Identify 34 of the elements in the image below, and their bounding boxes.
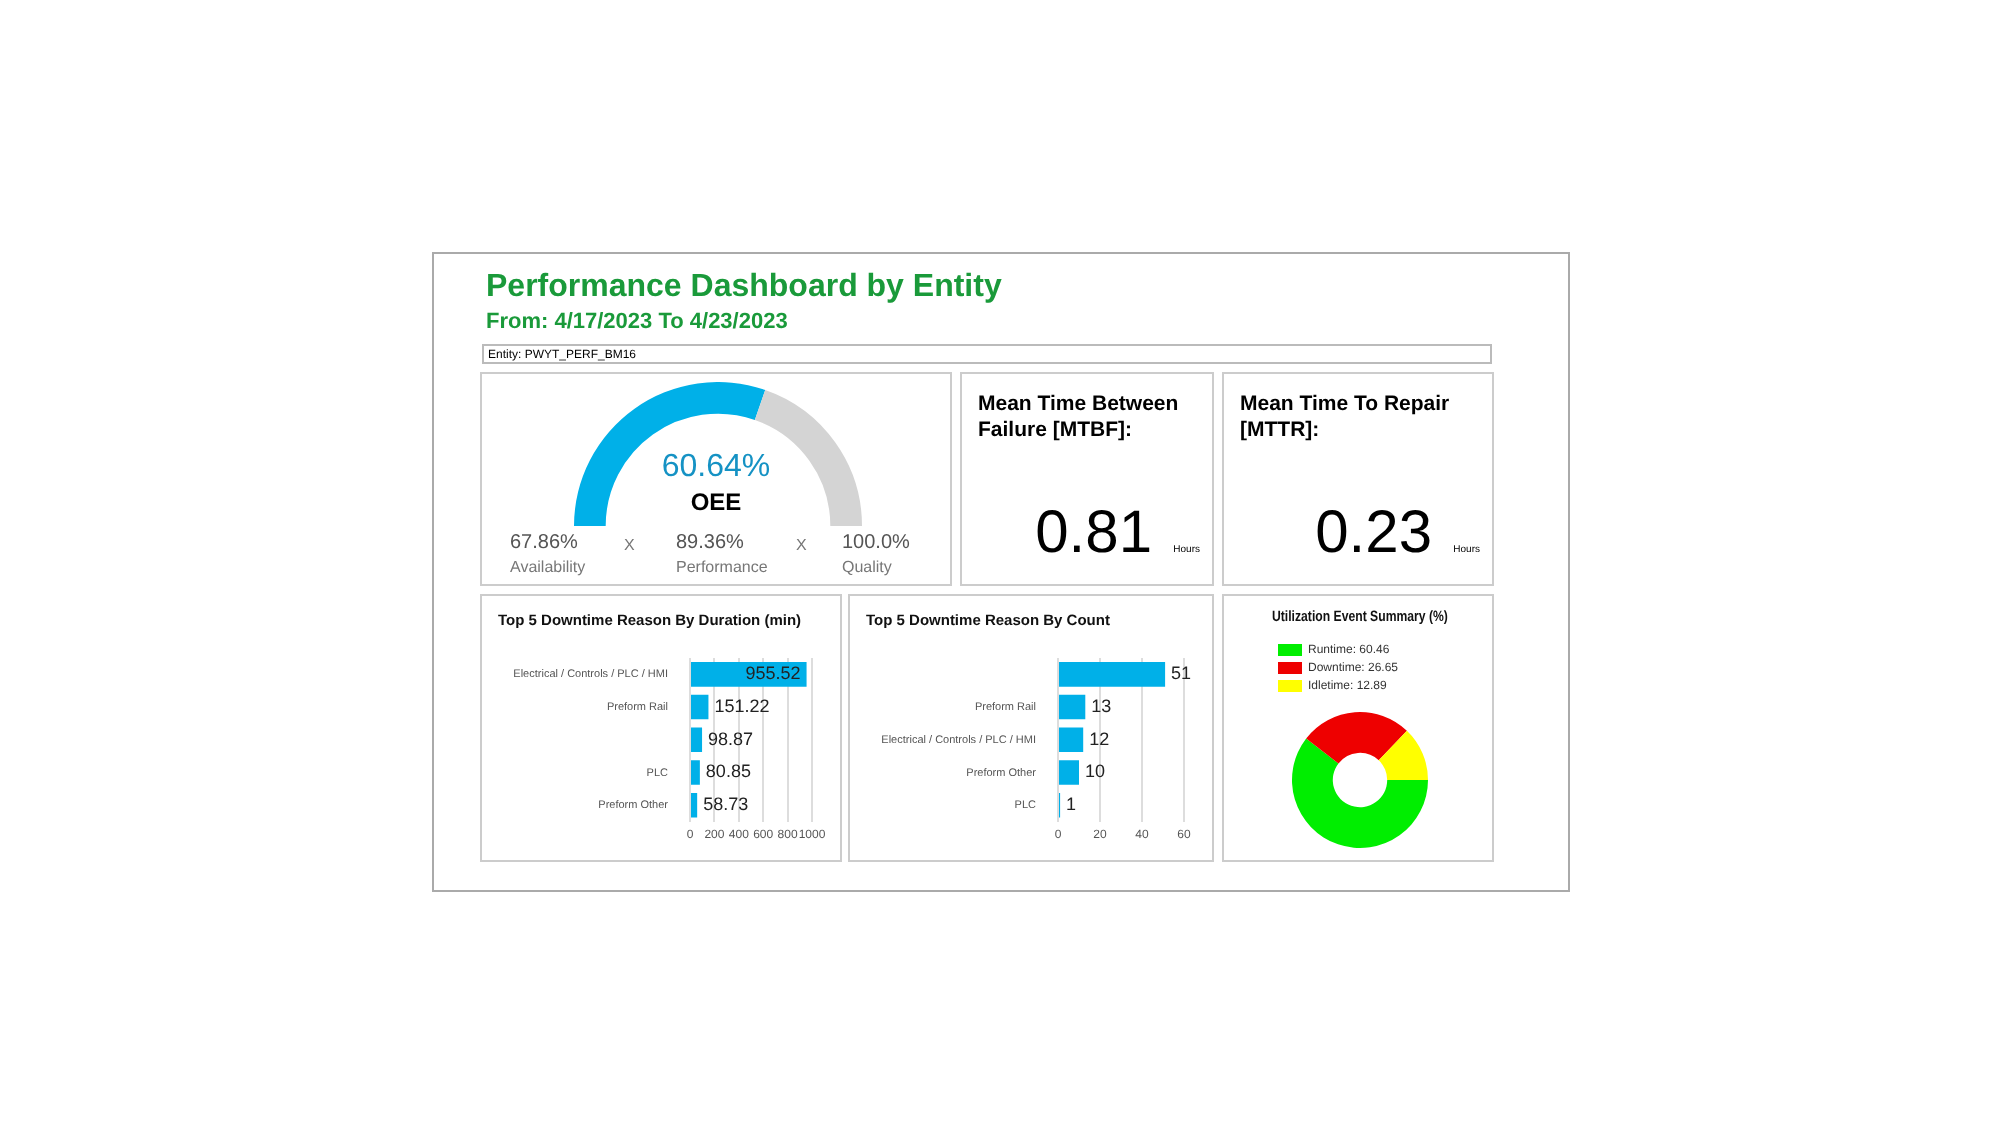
text: Quality (842, 558, 892, 576)
text: Performance Dashboard by Entity (486, 270, 1002, 306)
text: 67.86% (510, 532, 578, 554)
text: Mean Time Between Failure [MTBF]: (978, 392, 1181, 444)
data-label: 1 (1066, 794, 1077, 815)
bar (691, 727, 703, 753)
bar (1059, 662, 1166, 687)
text: 0.23 (1315, 500, 1432, 566)
bar (1059, 694, 1086, 720)
bar (691, 792, 698, 818)
text: X (624, 536, 635, 554)
text: 100.0% (842, 532, 910, 554)
data-label: 60.64% (659, 450, 773, 486)
text: From: 4/17/2023 To 4/23/2023 (486, 310, 788, 334)
data-label: 80.85 (705, 761, 751, 782)
data-label: 151.22 (714, 696, 770, 717)
text: 0.81 (1035, 500, 1152, 566)
data-label: 51 (1171, 663, 1192, 684)
bar (691, 694, 709, 720)
data-label: 12 (1089, 728, 1110, 749)
slice-label: OEE (688, 488, 744, 516)
text: X (796, 536, 807, 554)
bar (1059, 727, 1084, 753)
data-label: 98.87 (708, 728, 754, 749)
data-label: 10 (1085, 761, 1106, 782)
text: Availability (510, 558, 586, 576)
data-label: 58.73 (703, 794, 749, 815)
text: Performance (676, 558, 768, 576)
data-label: 13 (1091, 696, 1112, 717)
text: 89.36% (676, 532, 744, 554)
bar (1059, 760, 1079, 785)
data-label: 955.52 (745, 663, 801, 684)
bar (691, 760, 700, 785)
text: Mean Time To Repair [MTTR]: (1240, 392, 1452, 444)
